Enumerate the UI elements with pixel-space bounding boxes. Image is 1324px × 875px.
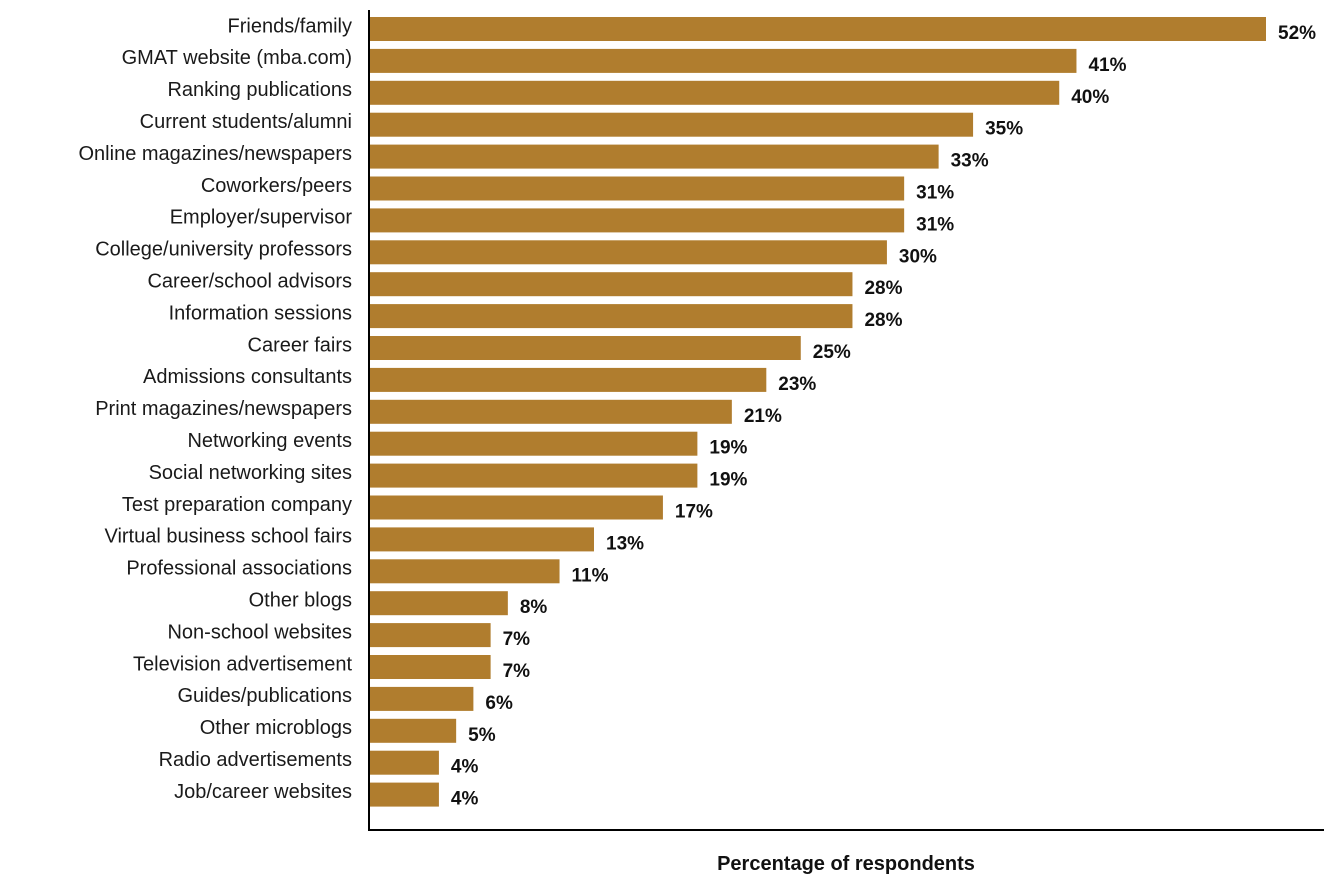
bar <box>370 176 905 201</box>
value-label: 7% <box>503 629 531 650</box>
bar <box>370 686 474 711</box>
category-label: Current students/alumni <box>140 111 352 133</box>
category-labels-group: Friends/family GMAT website (mba.com) Rank… <box>79 15 353 803</box>
value-label: 4% <box>451 789 479 810</box>
x-axis-title: Percentage of respondents <box>717 853 975 875</box>
category-label: Guides/publications <box>177 685 352 707</box>
value-label: 11% <box>572 565 609 586</box>
value-label: 23% <box>778 374 816 395</box>
value-label: 7% <box>503 661 531 682</box>
bar <box>370 623 491 648</box>
bar <box>370 463 698 488</box>
bar <box>370 655 491 679</box>
category-label: Information sessions <box>169 302 352 324</box>
category-label: Social networking sites <box>149 462 352 484</box>
bar <box>370 240 887 265</box>
category-label: Networking events <box>187 430 352 452</box>
category-label: Employer/supervisor <box>170 207 353 229</box>
value-label: 17% <box>675 502 713 523</box>
category-label: Non-school websites <box>167 621 352 643</box>
category-label: Career/school advisors <box>147 270 352 292</box>
category-label: College/university professors <box>95 239 352 261</box>
category-label: Admissions consultants <box>143 366 352 388</box>
bar <box>370 336 801 360</box>
value-label: 21% <box>744 406 782 427</box>
value-label: 13% <box>606 533 644 554</box>
category-label: Other microblogs <box>200 717 352 739</box>
value-label: 28% <box>864 278 902 299</box>
category-label: Television advertisement <box>133 653 352 675</box>
bar <box>370 559 560 584</box>
value-labels-group: 52% 41% 40% 35% 33% 31% 31% 30% 28% 28% 25% 23% 21% 1… <box>451 23 1316 810</box>
bar <box>370 495 663 520</box>
bar <box>370 80 1060 105</box>
bar <box>370 718 457 743</box>
value-label: 30% <box>899 246 937 267</box>
value-label: 28% <box>864 310 902 331</box>
category-label: Online magazines/newspapers <box>79 143 353 165</box>
bar <box>370 48 1077 73</box>
value-label: 31% <box>916 214 954 235</box>
category-label: Friends/family <box>228 15 352 37</box>
category-label: Professional associations <box>126 558 352 580</box>
category-label: Career fairs <box>248 334 352 356</box>
category-label: Other blogs <box>249 589 352 611</box>
category-label: Virtual business school fairs <box>104 526 352 548</box>
value-label: 6% <box>485 693 513 714</box>
value-label: 35% <box>985 119 1023 140</box>
value-label: 31% <box>916 183 954 204</box>
value-label: 4% <box>451 757 479 778</box>
value-label: 41% <box>1088 55 1126 76</box>
value-label: 33% <box>951 151 989 172</box>
category-label: Test preparation company <box>122 494 352 516</box>
bar <box>370 399 732 424</box>
bar <box>370 272 853 297</box>
bar <box>370 112 974 137</box>
bar <box>370 782 439 807</box>
category-label: Print magazines/newspapers <box>95 398 352 420</box>
bar <box>370 208 905 233</box>
bar <box>370 591 508 616</box>
value-label: 40% <box>1071 87 1109 108</box>
value-label: 19% <box>709 470 747 491</box>
category-label: Ranking publications <box>167 79 352 101</box>
value-label: 5% <box>468 725 496 746</box>
category-label: Coworkers/peers <box>201 175 352 197</box>
bar <box>370 144 939 169</box>
bar <box>370 431 698 456</box>
value-label: 19% <box>709 438 747 459</box>
category-label: Radio advertisements <box>159 749 352 771</box>
bars-group <box>370 17 1266 807</box>
value-label: 8% <box>520 597 548 618</box>
bar <box>370 17 1266 41</box>
bar <box>370 527 594 552</box>
value-label: 25% <box>813 342 851 363</box>
bar <box>370 367 767 392</box>
category-label: Job/career websites <box>174 781 352 803</box>
bar <box>370 750 439 775</box>
category-label: GMAT website (mba.com) <box>122 47 352 69</box>
bar <box>370 304 853 329</box>
value-label: 52% <box>1278 23 1316 44</box>
